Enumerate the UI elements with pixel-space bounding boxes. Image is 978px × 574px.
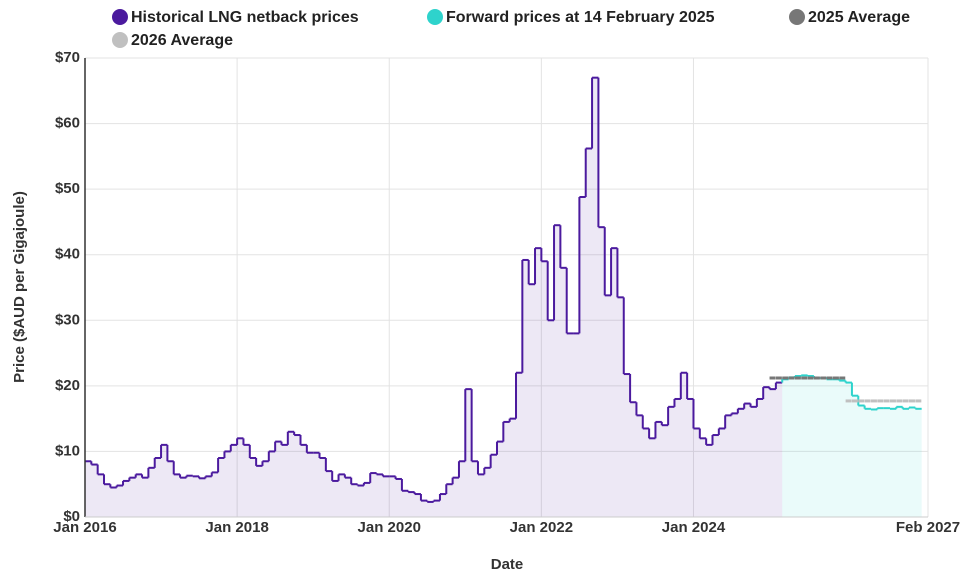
x-axis-title: Date	[491, 556, 524, 573]
y-tick-label: $30	[55, 311, 80, 328]
legend-label: 2026 Average	[131, 32, 233, 49]
x-tick-label: Jan 2018	[205, 519, 268, 536]
legend-label: Historical LNG netback prices	[131, 9, 359, 26]
legend-marker	[789, 9, 805, 25]
area-fill	[85, 77, 783, 518]
legend-marker	[112, 32, 128, 48]
legend-label: Forward prices at 14 February 2025	[446, 9, 715, 26]
area-fill	[782, 375, 922, 517]
y-axis-title: Price ($AUD per Gigajoule)	[11, 191, 28, 383]
x-tick-label: Feb 2027	[896, 519, 960, 536]
legend-label: 2025 Average	[808, 9, 910, 26]
y-tick-label: $0	[63, 508, 80, 525]
legend-marker	[427, 9, 443, 25]
step-connector	[90, 77, 777, 502]
grid	[84, 57, 929, 518]
y-tick-label: $50	[55, 180, 80, 197]
y-tick-label: $10	[55, 442, 80, 459]
y-tick-label: $60	[55, 115, 80, 132]
x-tick-label: Jan 2024	[662, 519, 726, 536]
y-tick-label: $70	[55, 49, 80, 66]
x-tick-label: Jan 2022	[510, 519, 573, 536]
y-tick-label: $40	[55, 246, 80, 263]
x-tick-label: Jan 2020	[358, 519, 421, 536]
x-tick-label: Jan 2016	[53, 519, 116, 536]
y-tick-label: $20	[55, 377, 80, 394]
legend-marker	[112, 9, 128, 25]
